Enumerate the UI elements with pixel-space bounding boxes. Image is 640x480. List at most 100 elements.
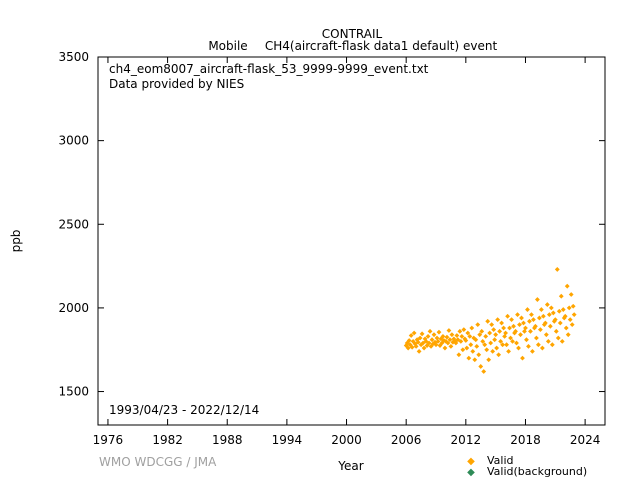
data-point <box>461 327 467 333</box>
data-point <box>488 340 494 346</box>
date-range-label: 1993/04/23 - 2022/12/14 <box>109 403 259 417</box>
y-axis-label: ppb <box>9 230 23 253</box>
data-point <box>421 345 427 351</box>
data-point <box>420 340 426 346</box>
data-point <box>444 334 450 340</box>
data-point <box>466 355 472 361</box>
data-point <box>548 305 554 311</box>
data-point <box>481 369 487 374</box>
legend-marker-background: ◆ <box>467 467 475 478</box>
data-point <box>486 357 492 363</box>
data-point <box>534 335 539 341</box>
data-point <box>507 325 512 331</box>
y-tick-label: 2500 <box>58 217 89 231</box>
data-point <box>451 336 457 342</box>
data-point <box>406 338 412 343</box>
data-point <box>425 333 431 339</box>
data-point <box>458 338 464 344</box>
data-point <box>520 355 525 361</box>
data-point <box>467 333 473 339</box>
data-point <box>514 340 519 346</box>
data-point <box>544 302 550 307</box>
data-point <box>413 343 419 349</box>
data-point <box>433 342 439 348</box>
x-tick-label: 1994 <box>272 433 303 447</box>
file-name-label: ch4_eom8007_aircraft-flask_53_9999-9999_… <box>109 62 429 76</box>
credit-label: WMO WDCGG / JMA <box>99 455 217 469</box>
data-point <box>474 343 480 349</box>
data-point <box>480 338 486 344</box>
y-axis-ticks: 1500 2000 2500 3000 3500 <box>58 50 605 399</box>
data-point <box>496 352 502 358</box>
data-point <box>533 323 538 329</box>
data-point <box>511 323 516 329</box>
data-point <box>446 328 452 333</box>
data-point <box>508 335 513 341</box>
data-point <box>518 332 523 338</box>
data-point <box>460 347 466 353</box>
data-point <box>472 357 478 363</box>
data-point <box>522 328 527 334</box>
data-point <box>506 349 511 354</box>
data-point <box>516 345 521 351</box>
data-point <box>448 343 454 349</box>
y-tick-label: 2000 <box>58 301 89 315</box>
data-point <box>542 320 548 326</box>
chart-subtitle-right: CH4(aircraft-flask data1 default) event <box>265 39 498 53</box>
data-point <box>426 340 432 346</box>
data-point <box>513 328 518 334</box>
data-point <box>468 342 474 348</box>
data-point <box>521 320 526 326</box>
data-point <box>464 345 470 351</box>
legend: ◆ Valid ◆ Valid(background) <box>467 454 587 478</box>
data-point <box>455 337 461 343</box>
data-point <box>470 349 476 354</box>
data-point <box>530 349 535 354</box>
data-point <box>485 318 491 324</box>
data-point <box>546 312 552 317</box>
data-point <box>501 325 506 331</box>
data-point <box>494 345 500 351</box>
data-point <box>562 313 568 319</box>
data-point <box>570 303 576 309</box>
data-point <box>558 293 564 299</box>
x-axis-label: Year <box>337 459 363 473</box>
data-point <box>429 337 435 343</box>
data-point <box>505 313 510 319</box>
data-point <box>459 333 465 339</box>
data-point <box>500 342 506 348</box>
x-tick-label: 2006 <box>391 433 422 447</box>
data-point <box>482 342 488 348</box>
data-point <box>493 332 499 338</box>
data-point <box>405 345 411 351</box>
data-point <box>540 313 546 319</box>
data-point <box>431 332 437 338</box>
data-point <box>417 335 423 341</box>
data-point <box>477 332 483 338</box>
data-point <box>487 330 493 336</box>
data-point <box>553 328 559 334</box>
y-tick-label: 1500 <box>58 385 89 399</box>
data-point <box>483 333 489 339</box>
x-tick-label: 2012 <box>451 433 482 447</box>
data-point <box>527 318 532 324</box>
legend-label-background: Valid(background) <box>487 465 587 478</box>
data-point <box>504 342 509 348</box>
data-point <box>422 336 428 342</box>
x-tick-label: 1982 <box>152 433 183 447</box>
y-tick-label: 3000 <box>58 134 89 148</box>
chart-subtitle-left: Mobile <box>208 39 247 53</box>
data-point <box>419 331 425 337</box>
data-point <box>490 349 496 354</box>
data-point <box>528 328 533 334</box>
data-point <box>476 352 482 358</box>
data-point <box>479 328 485 334</box>
data-point <box>492 337 498 343</box>
data-point <box>552 317 558 323</box>
data-point <box>449 332 455 338</box>
data-point <box>571 312 577 317</box>
data-point <box>545 338 551 344</box>
data-point <box>435 338 441 344</box>
data-point <box>547 323 553 329</box>
